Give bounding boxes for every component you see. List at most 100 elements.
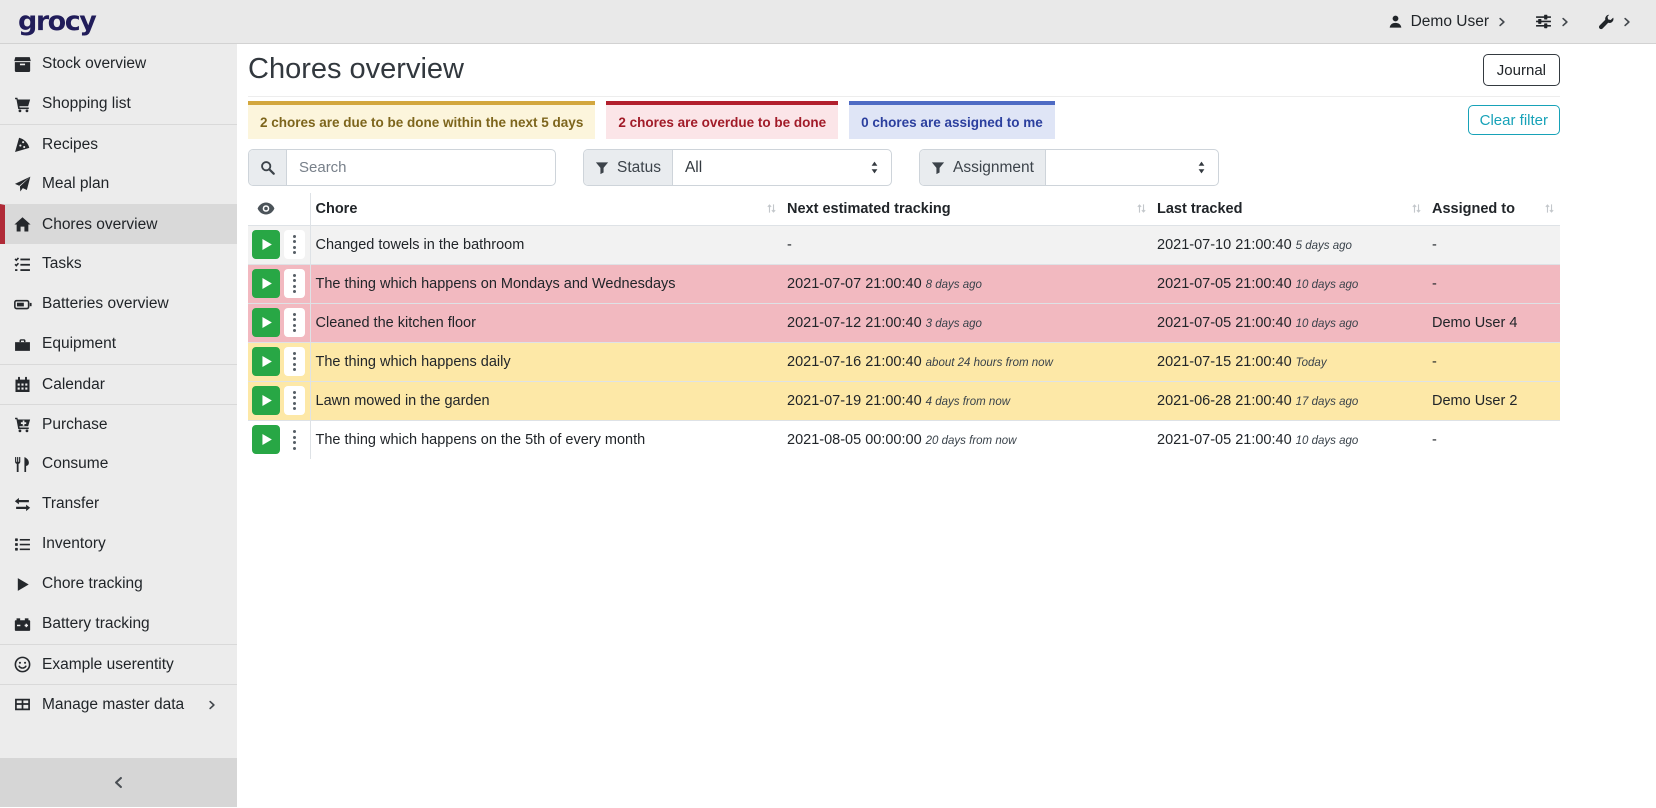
sidebar-item-meal-plan[interactable]: Meal plan [0,164,237,204]
assigned-to-me-filter-badge[interactable]: 0 chores are assigned to me [849,101,1055,139]
sidebar-item-consume[interactable]: Consume [0,444,237,484]
sidebar-item-label: Shopping list [42,95,131,112]
list-icon [12,536,33,553]
chevron-right-icon [1497,17,1507,27]
sidebar-collapse-button[interactable] [0,758,237,807]
chore-row: The thing which happens daily 2021-07-16 … [248,341,1560,381]
chore-row: Cleaned the kitchen floor 2021-07-12 21:0… [248,302,1560,342]
user-menu[interactable]: Demo User [1388,13,1507,31]
sidebar-item-stock-overview[interactable]: Stock overview [0,44,237,84]
sidebar: Stock overview Shopping list Recipes Meal p… [0,44,237,807]
chore-actions-cell [248,224,311,264]
column-header-last-tracked[interactable]: Last tracked [1152,193,1427,226]
last-tracked-cell: 2021-07-05 21:00:40 10 days ago [1152,263,1427,303]
sidebar-item-equipment[interactable]: Equipment [0,324,237,364]
column-header-next-tracking[interactable]: Next estimated tracking [782,193,1152,226]
track-chore-execution-button[interactable] [252,425,281,455]
sort-icon [1544,203,1555,214]
topbar-menus: Demo User [1388,13,1632,31]
sidebar-item-recipes[interactable]: Recipes [0,124,237,164]
chore-menu-button[interactable] [284,425,305,455]
assignment-select[interactable] [1046,150,1218,185]
tasks-icon [12,256,33,273]
play-icon [260,316,273,329]
status-filter-label: Status [617,158,661,176]
chore-name-cell: The thing which happens on the 5th of ev… [310,419,782,459]
journal-button[interactable]: Journal [1482,54,1560,86]
wrench-icon [1598,14,1614,30]
last-tracked-cell: 2021-07-10 21:00:40 5 days ago [1152,224,1427,264]
track-chore-execution-button[interactable] [252,269,281,298]
overdue-filter-badge[interactable]: 2 chores are overdue to be done [606,101,839,139]
sidebar-item-inventory[interactable]: Inventory [0,524,237,564]
sidebar-item-label: Transfer [42,495,100,512]
search-input[interactable] [287,150,555,185]
clear-filter-button[interactable]: Clear filter [1467,105,1560,135]
select-arrows-icon [1197,160,1206,175]
column-header-assigned-to[interactable]: Assigned to [1427,193,1560,226]
sidebar-item-shopping-list[interactable]: Shopping list [0,84,237,124]
play-icon [12,577,33,592]
battery-icon [12,296,33,313]
sidebar-item-label: Equipment [42,335,117,352]
select-arrows-icon [870,160,879,175]
chore-menu-button[interactable] [284,230,305,259]
sidebar-item-batteries-overview[interactable]: Batteries overview [0,284,237,324]
eye-icon[interactable] [257,202,305,215]
chevron-right-icon [207,700,217,710]
filter-icon [931,161,945,175]
chore-row: Lawn mowed in the garden 2021-07-19 21:00… [248,380,1560,420]
page-header: Chores overview Journal [248,44,1560,97]
sidebar-item-label: Chores overview [42,215,158,233]
chore-actions-cell [248,380,311,420]
tableicon-icon [12,696,33,713]
sort-icon [1411,203,1422,214]
main-content: Chores overview Journal 2 chores are due… [237,44,1656,807]
next-tracking-cell: 2021-07-19 21:00:40 4 days from now [782,380,1152,420]
sidebar-item-purchase[interactable]: Purchase [0,404,237,444]
sidebar-item-label: Meal plan [42,175,110,192]
track-chore-execution-button[interactable] [252,308,281,337]
last-tracked-cell: 2021-07-05 21:00:40 10 days ago [1152,419,1427,459]
sort-icon [1136,203,1147,214]
play-icon [260,238,273,251]
sidebar-item-label: Manage master data [42,695,185,713]
pizza-icon [12,136,33,153]
column-header-chore[interactable]: Chore [310,193,782,226]
chores-table: Chore Next estimated tracking Last track… [248,193,1560,459]
chore-menu-button[interactable] [284,269,305,298]
home-icon [12,216,33,233]
sidebar-item-tasks[interactable]: Tasks [0,244,237,284]
sidebar-item-transfer[interactable]: Transfer [0,484,237,524]
sidebar-item-label: Example userentity [42,655,174,673]
chore-menu-button[interactable] [284,347,305,376]
sidebar-item-battery-tracking[interactable]: Battery tracking [0,604,237,644]
sort-icon [766,203,777,214]
grocy-logo[interactable]: grocy [18,6,97,37]
assigned-to-cell: Demo User 2 [1427,380,1560,420]
sidebar-item-example-userentity[interactable]: Example userentity [0,644,237,684]
track-chore-execution-button[interactable] [252,230,281,259]
sidebar-item-label: Calendar [42,375,105,393]
assigned-to-cell: - [1427,419,1560,459]
page-title: Chores overview [248,53,464,85]
next-tracking-cell: 2021-07-12 21:00:40 3 days ago [782,302,1152,342]
sidebar-item-label: Battery tracking [42,615,150,632]
sidebar-item-chore-tracking[interactable]: Chore tracking [0,564,237,604]
chevron-right-icon [1560,17,1570,27]
exchange-icon [12,496,33,513]
due-soon-filter-badge[interactable]: 2 chores are due to be done within the n… [248,101,596,139]
admin-menu[interactable] [1598,14,1632,30]
sidebar-item-manage-master-data[interactable]: Manage master data [0,684,237,724]
chore-menu-button[interactable] [284,386,305,415]
sidebar-item-calendar[interactable]: Calendar [0,364,237,404]
settings-menu[interactable] [1535,13,1570,30]
status-select[interactable]: All [673,150,891,185]
chore-menu-button[interactable] [284,308,305,337]
sidebar-item-label: Recipes [42,135,98,153]
sidebar-item-chores-overview[interactable]: Chores overview [0,204,237,244]
track-chore-execution-button[interactable] [252,347,281,376]
assigned-to-cell: - [1427,263,1560,303]
track-chore-execution-button[interactable] [252,386,281,415]
chore-row: The thing which happens on Mondays and W… [248,263,1560,303]
